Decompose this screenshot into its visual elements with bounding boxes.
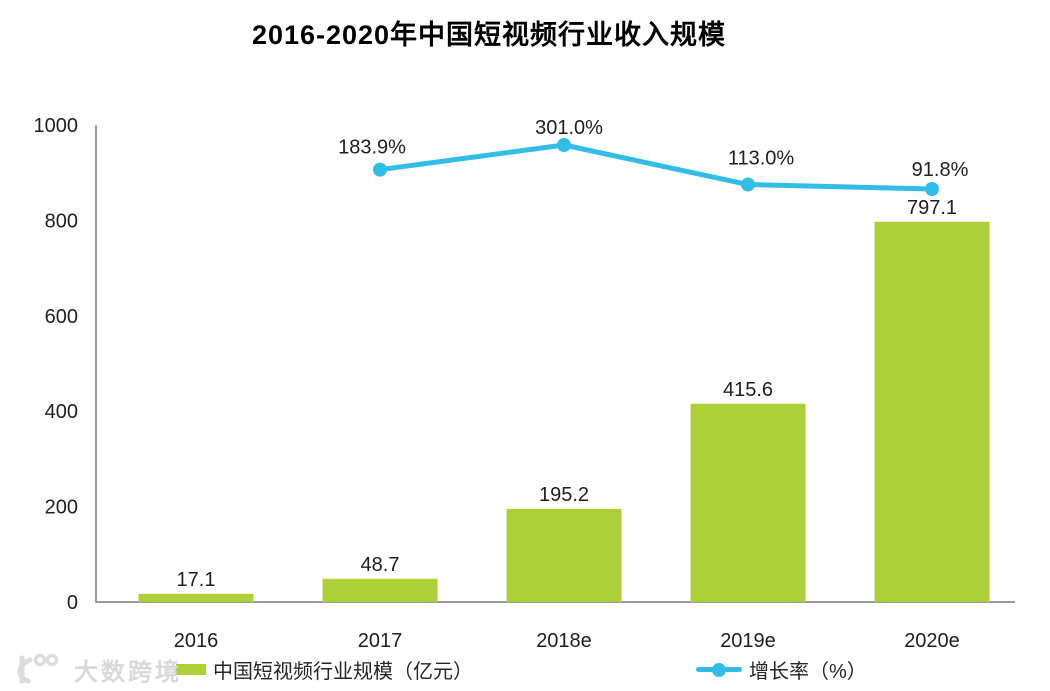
bar-2016: [138, 593, 254, 602]
line-legend-marker-icon: [696, 662, 742, 677]
bar-legend-swatch-icon: [176, 664, 206, 675]
x-axis-tick-label: 2018e: [536, 630, 592, 652]
bar-2018e: [506, 508, 622, 602]
watermark-text: 大数跨境: [74, 658, 182, 686]
y-axis-tick-label: 1000: [34, 115, 79, 137]
growth-point-2017: [373, 162, 387, 177]
growth-value-label: 113.0%: [728, 148, 795, 170]
growth-point-2018e: [557, 138, 571, 152]
bar-2017: [322, 578, 438, 602]
y-axis-tick-label: 800: [45, 210, 78, 232]
x-axis-tick-label: 2016: [174, 630, 219, 652]
line-legend-label: 增长率（%）: [749, 661, 867, 683]
watermark: 大数跨境: [8, 651, 182, 687]
legend-item-bar-series: 中国短视频行业规模（亿元）: [176, 655, 473, 684]
growth-value-label: 183.9%: [338, 137, 406, 159]
y-axis-tick-label: 400: [45, 401, 78, 423]
growth-value-label: 301.0%: [535, 117, 603, 139]
bar-value-label: 797.1: [907, 197, 957, 219]
legend-item-line-series: 增长率（%）: [696, 655, 867, 684]
x-axis-tick-label: 2017: [358, 630, 403, 652]
bar-value-label: 195.2: [539, 484, 589, 506]
bar-value-label: 415.6: [723, 379, 773, 401]
y-axis-tick-label: 200: [45, 497, 78, 519]
bar-legend-label: 中国短视频行业规模（亿元）: [213, 661, 473, 683]
x-axis-tick-label: 2020e: [904, 630, 960, 652]
y-axis-tick-label: 600: [45, 306, 78, 328]
bar-value-label: 48.7: [361, 554, 400, 576]
brand-logo-icon: [17, 653, 59, 684]
growth-point-2019e: [741, 177, 755, 192]
bar-2020e: [874, 221, 990, 602]
growth-point-2020e: [925, 182, 939, 196]
growth-rate-line: [377, 142, 935, 192]
growth-value-label: 91.8%: [912, 159, 969, 181]
x-axis-tick-label: 2019e: [720, 630, 776, 652]
bar-value-label: 17.1: [177, 569, 216, 591]
bar-2019e: [690, 403, 806, 602]
y-axis-tick-label: 0: [67, 592, 78, 614]
chart-title: 2016-2020年中国短视频行业收入规模: [251, 20, 727, 50]
